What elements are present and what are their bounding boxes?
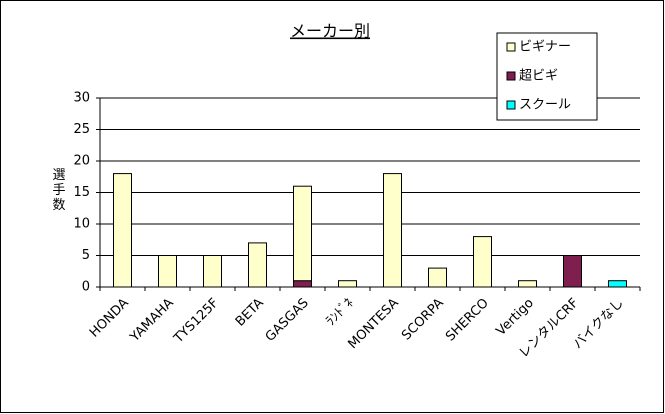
y-tick-label: 10 — [73, 217, 90, 232]
y-tick-label: 0 — [82, 280, 90, 295]
bar — [293, 280, 312, 288]
bar — [203, 255, 222, 288]
legend-swatch — [506, 71, 516, 81]
bar — [293, 185, 312, 282]
y-tick-label: 15 — [73, 185, 90, 200]
y-tick-label: 5 — [82, 248, 90, 263]
bar — [383, 173, 402, 288]
y-tick-label: 30 — [73, 91, 90, 106]
bar — [563, 255, 582, 288]
bar — [428, 267, 447, 288]
legend-label: スクール — [519, 98, 571, 113]
y-axis-label: 選手数 — [50, 168, 66, 213]
legend-swatch — [506, 42, 516, 52]
chart-title: メーカー別 — [290, 22, 370, 41]
bar — [248, 242, 267, 288]
bar — [608, 280, 627, 288]
legend-swatch — [506, 100, 516, 110]
legend-label: ビギナー — [519, 40, 571, 55]
bar — [113, 173, 132, 288]
y-tick-label: 20 — [73, 154, 90, 169]
bar — [518, 280, 537, 288]
bar — [473, 236, 492, 288]
legend-label: 超ビギ — [519, 69, 558, 84]
bar — [338, 280, 357, 288]
y-tick-label: 25 — [73, 122, 90, 137]
bar — [158, 255, 177, 288]
